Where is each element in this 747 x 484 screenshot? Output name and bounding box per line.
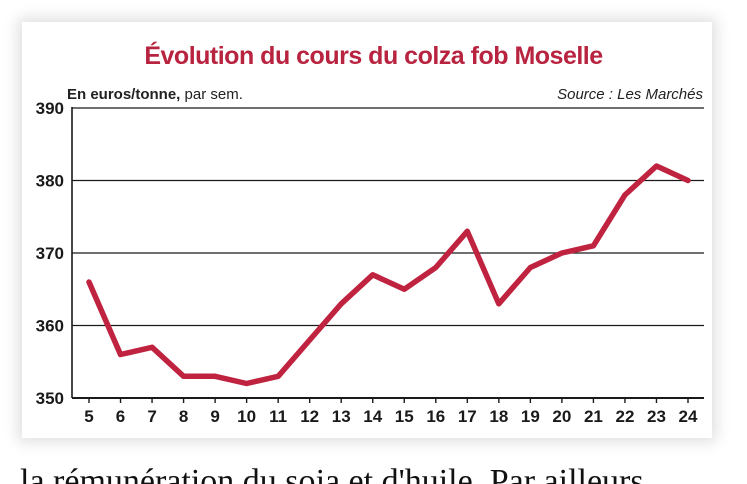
x-tick-label: 21 bbox=[584, 407, 603, 426]
x-tick-label: 24 bbox=[679, 407, 698, 426]
x-tick-label: 9 bbox=[210, 407, 219, 426]
article-text-fragment: la rémunération du soja et d'huile. Par … bbox=[20, 463, 644, 484]
y-tick-label: 350 bbox=[36, 389, 64, 408]
x-tick-label: 12 bbox=[300, 407, 319, 426]
x-tick-label: 10 bbox=[237, 407, 256, 426]
x-tick-label: 20 bbox=[552, 407, 571, 426]
x-tick-label: 13 bbox=[332, 407, 351, 426]
y-tick-label: 360 bbox=[36, 317, 64, 336]
y-axis-label-period: par sem. bbox=[180, 86, 243, 103]
x-tick-label: 14 bbox=[363, 407, 382, 426]
y-tick-label: 380 bbox=[36, 172, 64, 191]
x-tick-label: 17 bbox=[458, 407, 477, 426]
y-axis-label: En euros/tonne, par sem. bbox=[67, 86, 243, 103]
x-tick-label: 8 bbox=[179, 407, 188, 426]
x-tick-label: 22 bbox=[615, 407, 634, 426]
series-line-0 bbox=[86, 163, 691, 387]
x-tick-label: 23 bbox=[647, 407, 666, 426]
x-tick-label: 6 bbox=[116, 407, 125, 426]
x-tick-label: 7 bbox=[147, 407, 156, 426]
x-tick-label: 5 bbox=[84, 407, 93, 426]
chart-card bbox=[22, 22, 712, 438]
source-label: Source : Les Marchés bbox=[557, 86, 703, 103]
x-tick-label: 15 bbox=[395, 407, 414, 426]
y-axis-label-unit: En euros/tonne, bbox=[67, 86, 181, 103]
x-tick-label: 19 bbox=[521, 407, 540, 426]
x-tick-label: 18 bbox=[489, 407, 508, 426]
y-tick-label: 390 bbox=[36, 99, 64, 118]
y-tick-label: 370 bbox=[36, 244, 64, 263]
chart-title: Évolution du cours du colza fob Moselle bbox=[144, 42, 603, 70]
x-tick-label: 16 bbox=[426, 407, 445, 426]
x-tick-label: 11 bbox=[269, 407, 287, 426]
